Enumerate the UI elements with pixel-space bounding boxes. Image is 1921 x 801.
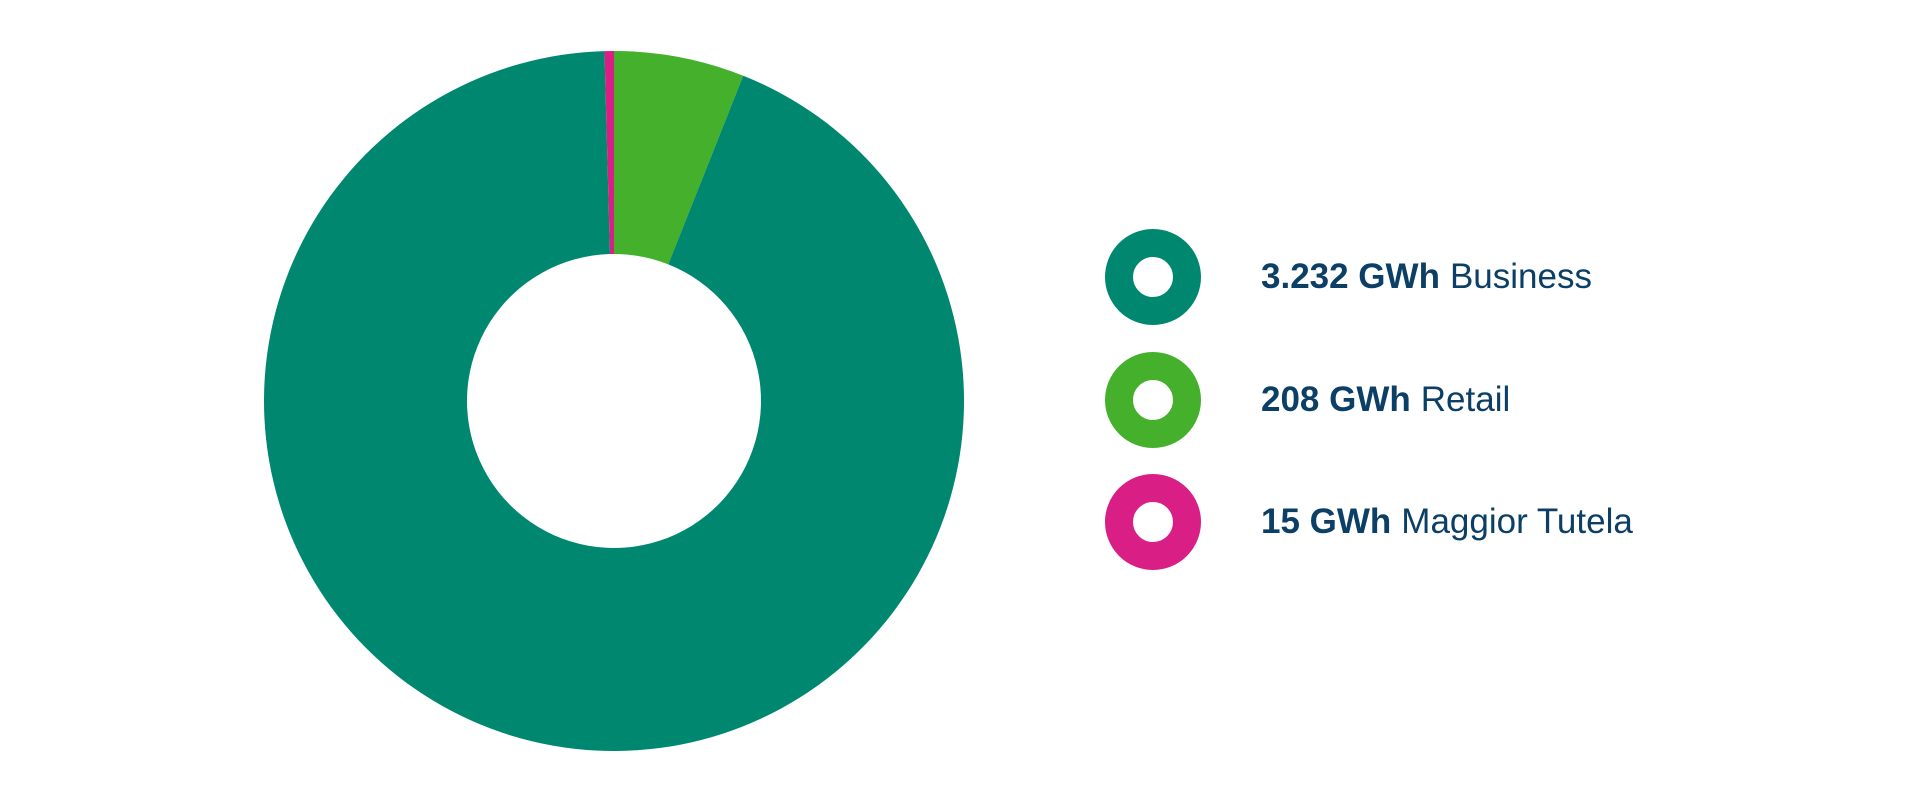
slice-maggior-tutela (604, 51, 614, 255)
legend-item-business: 3.232 GWh Business (1105, 229, 1805, 327)
legend-value: 3.232 GWh (1261, 257, 1440, 296)
legend-item-maggior-tutela: 15 GWh Maggior Tutela (1105, 474, 1805, 572)
legend-ring-icon (1105, 474, 1201, 570)
legend-label: Maggior Tutela (1401, 502, 1633, 541)
legend-label: Business (1449, 257, 1592, 296)
legend-label: Retail (1420, 380, 1511, 419)
legend-item-retail: 208 GWh Retail (1105, 352, 1805, 450)
slice-retail (614, 51, 744, 265)
legend-ring-icon (1105, 352, 1201, 448)
legend-value: 208 GWh (1261, 380, 1411, 419)
legend-value: 15 GWh (1261, 502, 1392, 541)
slice-business (264, 51, 964, 752)
legend-ring-icon (1105, 229, 1201, 325)
